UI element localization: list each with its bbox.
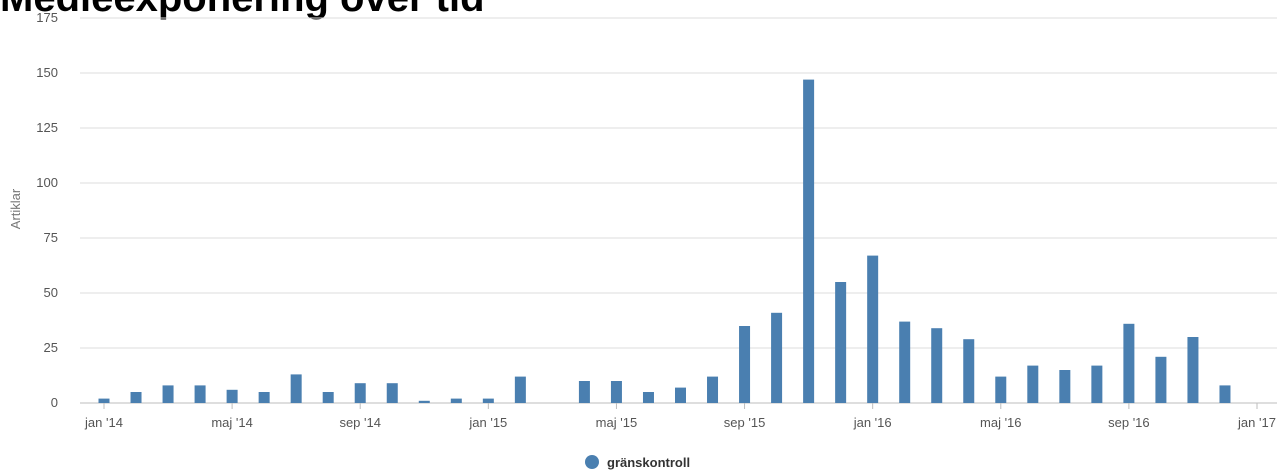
y-tick-label: 100	[36, 175, 58, 190]
y-tick-label: 25	[44, 340, 58, 355]
legend-marker	[585, 455, 599, 469]
y-tick-label: 75	[44, 230, 58, 245]
x-tick-label: jan '15	[468, 415, 507, 430]
bar-2015-12[interactable]	[835, 282, 847, 403]
bar-2016-03[interactable]	[931, 328, 943, 403]
bar-2014-07[interactable]	[290, 374, 302, 403]
x-tick-label: sep '14	[339, 415, 381, 430]
bar-2014-01[interactable]	[98, 398, 110, 403]
bar-2014-09[interactable]	[354, 383, 366, 403]
bar-2014-02[interactable]	[130, 392, 142, 403]
bar-2016-01[interactable]	[867, 255, 879, 403]
chart-title: Medieexponering över tid	[0, 0, 485, 18]
x-tick-label: maj '14	[211, 415, 253, 430]
bar-2016-05[interactable]	[995, 376, 1007, 403]
bar-2014-10[interactable]	[386, 383, 398, 403]
x-tick-label: sep '15	[724, 415, 766, 430]
x-tick-label: maj '16	[980, 415, 1022, 430]
bar-2015-01[interactable]	[482, 398, 494, 403]
bar-2016-09[interactable]	[1123, 323, 1135, 403]
x-tick-label: sep '16	[1108, 415, 1150, 430]
y-tick-label: 0	[51, 395, 58, 410]
bar-2014-12[interactable]	[450, 398, 462, 403]
legend[interactable]: gränskontroll	[585, 455, 690, 470]
bar-2014-05[interactable]	[226, 389, 238, 403]
x-tick-label: jan '16	[853, 415, 892, 430]
bar-2015-02[interactable]	[514, 376, 526, 403]
y-tick-label: 150	[36, 65, 58, 80]
bar-2016-02[interactable]	[899, 321, 911, 403]
bar-2015-06[interactable]	[642, 392, 654, 403]
bar-2014-03[interactable]	[162, 385, 174, 403]
bar-2016-10[interactable]	[1155, 356, 1167, 403]
bar-2015-05[interactable]	[610, 381, 622, 403]
bar-2015-08[interactable]	[707, 376, 719, 403]
bar-2015-10[interactable]	[771, 312, 783, 403]
bar-2015-09[interactable]	[739, 326, 751, 403]
bar-2014-08[interactable]	[322, 392, 334, 403]
x-tick-label: jan '14	[84, 415, 123, 430]
x-axis-ticks: jan '14 maj '14 sep '14 jan '15 maj '15 sep '…	[84, 403, 1276, 430]
x-tick-label: jan '17	[1237, 415, 1276, 430]
bar-2016-08[interactable]	[1091, 365, 1103, 403]
bar-2014-04[interactable]	[194, 385, 206, 403]
bar-2016-04[interactable]	[963, 339, 975, 403]
bar-2015-04[interactable]	[578, 381, 590, 403]
bar-2016-06[interactable]	[1027, 365, 1039, 403]
bar-2016-12[interactable]	[1219, 385, 1231, 403]
bar-2015-07[interactable]	[675, 387, 686, 403]
x-tick-label: maj '15	[596, 415, 638, 430]
y-axis-ticks: 0 25 50 75 100 125 150 175	[36, 10, 58, 410]
grid-lines	[80, 17, 1277, 404]
y-axis-label: Artiklar	[8, 188, 23, 229]
bar-2016-11[interactable]	[1187, 337, 1199, 403]
bar-2014-06[interactable]	[258, 392, 270, 403]
legend-label-granskontroll: gränskontroll	[607, 455, 690, 470]
bars	[98, 79, 1231, 403]
bar-2014-11[interactable]	[418, 400, 430, 403]
y-tick-label: 125	[36, 120, 58, 135]
bar-2015-11[interactable]	[803, 79, 815, 403]
y-tick-label: 175	[36, 10, 58, 25]
bar-2016-07[interactable]	[1059, 370, 1071, 403]
y-tick-label: 50	[44, 285, 58, 300]
